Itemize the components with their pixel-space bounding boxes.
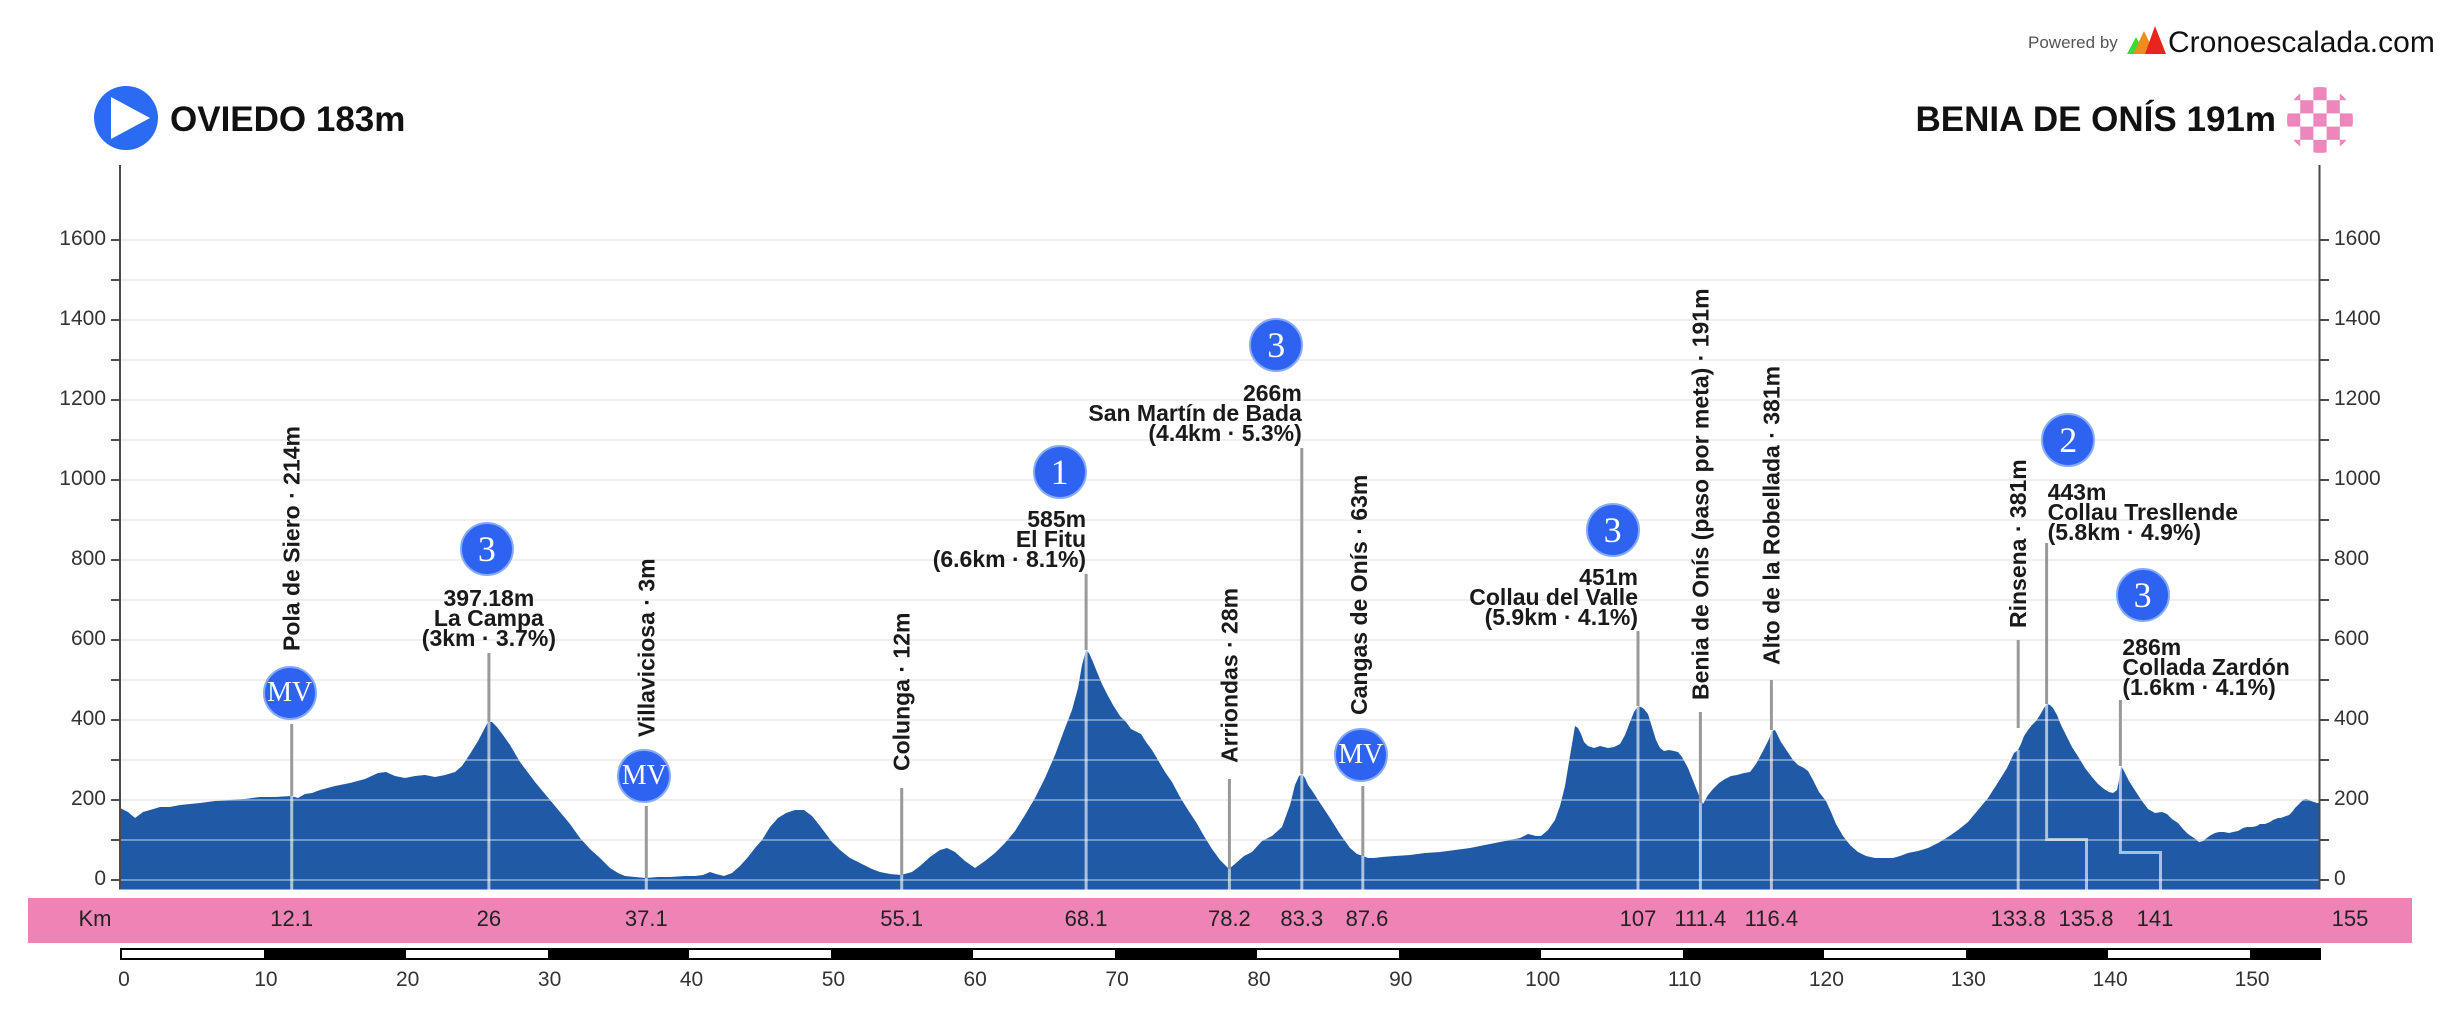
svg-text:Rinsena · 381m: Rinsena · 381m bbox=[2005, 459, 2031, 628]
svg-text:Benia de Onís (paso por meta): Benia de Onís (paso por meta) · 191m bbox=[1687, 288, 1713, 700]
svg-text:Villaviciosa · 3m: Villaviciosa · 3m bbox=[633, 558, 659, 737]
svg-text:Colunga · 12m: Colunga · 12m bbox=[889, 613, 915, 771]
svg-text:Arriondas · 28m: Arriondas · 28m bbox=[1216, 588, 1242, 763]
svg-text:Cangas de Onís · 63m: Cangas de Onís · 63m bbox=[1346, 475, 1372, 715]
svg-text:Alto de la Robellada · 381m: Alto de la Robellada · 381m bbox=[1758, 366, 1784, 665]
svg-text:Pola de Siero · 214m: Pola de Siero · 214m bbox=[279, 426, 305, 651]
